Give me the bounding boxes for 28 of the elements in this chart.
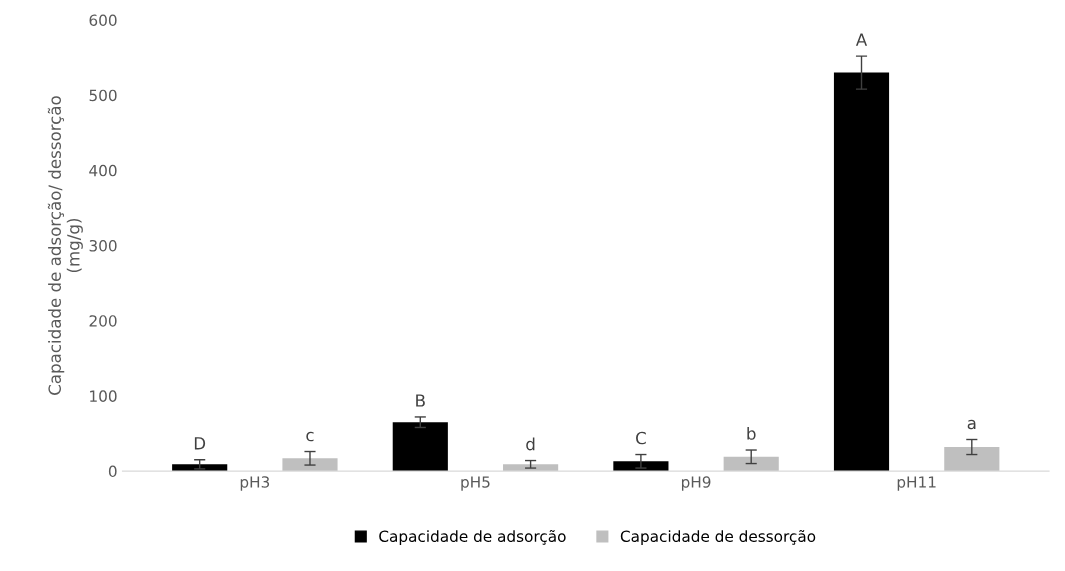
y-tick-label: 500	[89, 89, 117, 102]
x-tick-label: pH9	[681, 476, 711, 491]
bar	[613, 461, 669, 472]
bar	[392, 422, 448, 472]
y-axis-title: Capacidade de adsorção/ dessorção (mg/g)	[47, 96, 83, 395]
data-label: B	[416, 394, 425, 407]
y-tick-label: 600	[89, 14, 117, 27]
x-tick-label: pH5	[461, 476, 490, 491]
legend-label: Capacidade de adsorção	[379, 529, 566, 545]
x-tick-label: pH3	[240, 476, 270, 491]
bar	[944, 447, 1000, 472]
y-tick-label: 0	[108, 465, 117, 478]
data-label: A	[855, 33, 868, 46]
bar	[833, 72, 890, 472]
y-tick-label: 400	[89, 164, 117, 177]
data-label: C	[636, 431, 646, 445]
data-label: a	[967, 419, 976, 430]
y-tick-label: 300	[89, 240, 117, 252]
y-tick-label: 100	[90, 390, 117, 402]
x-tick-label: pH11	[897, 476, 936, 491]
bar	[723, 456, 779, 472]
data-label: b	[747, 426, 756, 440]
data-label: c	[306, 431, 314, 442]
bar	[282, 458, 338, 472]
y-tick-label: 200	[89, 315, 117, 327]
data-label: D	[194, 437, 206, 450]
legend-label: Capacidade de dessorção	[620, 529, 816, 545]
data-label: d	[526, 437, 535, 451]
